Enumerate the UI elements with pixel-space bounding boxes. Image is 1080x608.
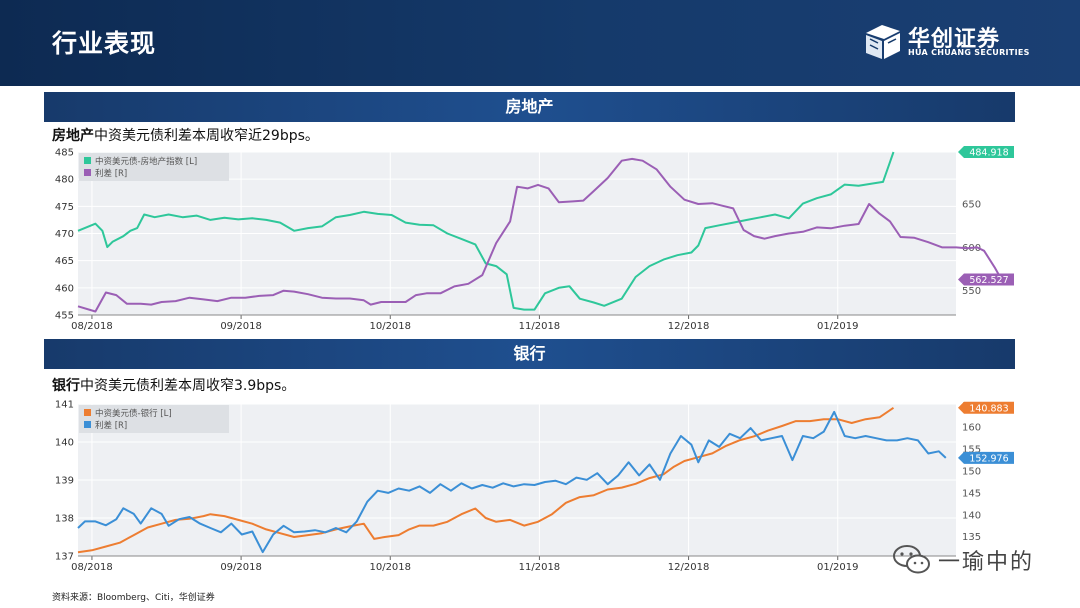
y-left-tick-label: 465 — [55, 256, 74, 267]
series-end-label-0: 484.918 — [958, 146, 1014, 159]
y-left-tick-label: 140 — [55, 438, 74, 449]
legend-box — [79, 405, 229, 433]
source-note: 资料来源：Bloomberg、Citi，华创证券 — [52, 593, 215, 603]
legend: 中资美元债-房地产指数 [L]利差 [R] — [79, 153, 229, 181]
x-tick-label: 09/2018 — [220, 321, 262, 332]
x-tick-label: 01/2019 — [817, 562, 859, 573]
series-end-label-1: 152.976 — [958, 451, 1014, 464]
end-label-tag — [958, 451, 1014, 464]
section-header-banks: 银行 — [44, 339, 1015, 369]
x-tick-label: 11/2018 — [519, 321, 561, 332]
chart-svg: 13713813914014113514014515015516016508/2… — [55, 400, 1014, 573]
series-line-1 — [77, 410, 947, 554]
legend-label-0: 中资美元债-银行 [L] — [95, 408, 172, 419]
watermark-text: 一瑜中的 — [938, 550, 1035, 575]
legend-box — [79, 153, 229, 181]
x-tick-label: 10/2018 — [369, 562, 411, 573]
caption-text: 中资美元债利差本周收窄3.9bps。 — [80, 378, 296, 394]
y-right-tick-label: 145 — [962, 488, 981, 499]
y-right-tick-label: 550 — [962, 286, 981, 297]
y-left-tick-label: 139 — [55, 476, 74, 487]
legend-swatch-0 — [84, 157, 91, 164]
y-left-tick-label: 141 — [55, 400, 74, 411]
section-header-real-estate: 房地产 — [44, 92, 1015, 122]
y-right-tick-label: 135 — [962, 532, 981, 543]
y-right-tick-label: 160 — [962, 423, 981, 434]
y-left-tick-label: 475 — [55, 202, 74, 213]
series-line-0 — [77, 151, 895, 311]
end-label-text: 152.976 — [969, 453, 1008, 464]
top-banner: 行业表现 华创证券 HUA CHUANG SECURITIES — [0, 0, 1080, 86]
end-label-tag — [958, 273, 1014, 286]
x-tick-label: 08/2018 — [71, 562, 113, 573]
y-left-tick-label: 137 — [55, 552, 74, 563]
legend-label-0: 中资美元债-房地产指数 [L] — [95, 156, 197, 167]
y-left-tick-label: 485 — [55, 148, 74, 159]
watermark: 一瑜中的 — [892, 541, 1052, 581]
end-label-tag — [958, 146, 1014, 158]
page-title: 行业表现 — [52, 29, 157, 58]
x-tick-label: 09/2018 — [220, 562, 262, 573]
end-label-tag — [958, 401, 1014, 414]
caption-bold: 房地产 — [52, 128, 94, 144]
caption-real-estate: 房地产中资美元债利差本周收窄近29bps。 — [52, 125, 319, 145]
x-tick-label: 12/2018 — [668, 321, 710, 332]
x-tick-label: 10/2018 — [369, 321, 411, 332]
series-line-0 — [77, 406, 895, 554]
y-right-tick-label: 150 — [962, 467, 981, 478]
legend: 中资美元债-银行 [L]利差 [R] — [79, 405, 229, 433]
y-right-tick-label: 650 — [962, 200, 981, 211]
caption-text: 中资美元债利差本周收窄近29bps。 — [94, 128, 319, 144]
x-tick-label: 11/2018 — [519, 562, 561, 573]
end-label-text: 484.918 — [969, 148, 1008, 159]
logo-subtitle: HUA CHUANG SECURITIES — [908, 48, 1030, 57]
x-tick-label: 12/2018 — [668, 562, 710, 573]
y-right-tick-label: 155 — [962, 445, 981, 456]
logo-cube-icon — [866, 25, 900, 59]
chart-banks: 13713813914014113514014515015516016508/2… — [44, 396, 1015, 586]
wechat-icon — [893, 545, 930, 574]
legend-swatch-1 — [84, 169, 91, 176]
y-left-tick-label: 480 — [55, 175, 74, 186]
legend-label-1: 利差 [R] — [95, 168, 127, 179]
series-end-label-0: 140.883 — [958, 401, 1014, 414]
x-tick-label: 01/2019 — [817, 321, 859, 332]
y-left-tick-label: 470 — [55, 229, 74, 240]
logo-name: 华创证券 — [908, 27, 1001, 52]
caption-bold: 银行 — [52, 378, 80, 394]
x-tick-label: 08/2018 — [71, 321, 113, 332]
legend-swatch-1 — [84, 421, 91, 428]
legend-label-1: 利差 [R] — [95, 420, 127, 431]
caption-banks: 银行中资美元债利差本周收窄3.9bps。 — [52, 375, 295, 395]
y-left-tick-label: 455 — [55, 311, 74, 322]
end-label-text: 140.883 — [969, 403, 1008, 414]
y-left-tick-label: 138 — [55, 514, 74, 525]
chart-real-estate: 455 460 465 470 475 480 485 550 600 650 08/2018 09/… — [44, 145, 1015, 337]
company-logo: 华创证券 HUA CHUANG SECURITIES — [864, 18, 1029, 64]
series-line-1 — [77, 157, 1003, 313]
y-left-tick-label: 460 — [55, 283, 74, 294]
legend-swatch-0 — [84, 409, 91, 416]
series-end-label-1: 562.527 — [958, 273, 1014, 286]
end-label-text: 562.527 — [969, 275, 1008, 286]
y-right-tick-label: 140 — [962, 510, 981, 521]
